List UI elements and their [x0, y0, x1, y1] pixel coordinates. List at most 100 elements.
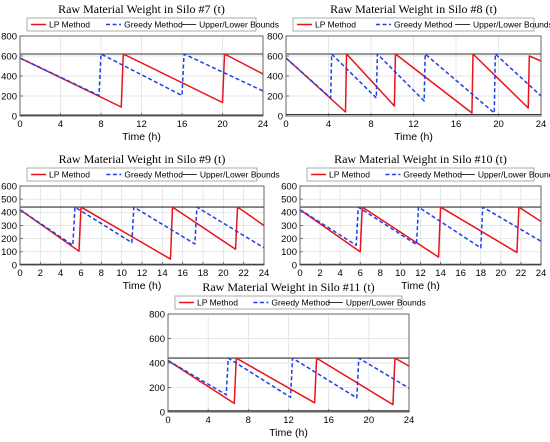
y-tick-label: 600 [1, 51, 17, 62]
x-tick-label: 12 [283, 415, 294, 426]
x-tick-label: 0 [165, 415, 170, 426]
chart-title: Raw Material Weight in Silo #9 (t) [59, 152, 226, 166]
x-tick-label: 0 [283, 119, 288, 130]
greedy-method-line [168, 357, 409, 399]
legend-label: LP Method [329, 170, 370, 180]
lp-method-line [20, 206, 264, 260]
y-tick-label: 500 [1, 194, 17, 205]
legend-box [26, 167, 258, 182]
y-tick-label: 600 [281, 181, 297, 192]
y-tick-label: 800 [267, 31, 283, 42]
x-tick-label: 14 [435, 268, 446, 279]
x-tick-label: 18 [475, 268, 486, 279]
legend-label: Greedy Method [271, 298, 330, 308]
chart-panel: 0 2 4 6 8 10 12 14 16 18 20 22 240100200300400500600… [1, 152, 280, 292]
legend-label: LP Method [315, 20, 356, 30]
x-axis-label: Time (h) [394, 131, 433, 143]
lp-method-line [20, 53, 263, 108]
legend-label: Upper/Lower Bounds [200, 170, 280, 180]
legend-label: LP Method [197, 298, 238, 308]
x-tick-label: 4 [338, 268, 343, 279]
x-tick-label: 14 [157, 268, 168, 279]
y-tick-label: 800 [1, 31, 17, 42]
legend-label: Greedy Method [403, 170, 462, 180]
x-tick-label: 2 [38, 268, 43, 279]
y-tick-label: 0 [292, 260, 297, 271]
lp-method-line [286, 53, 541, 114]
legend-label: Greedy Method [124, 170, 183, 180]
legend-box [174, 295, 403, 310]
y-tick-label: 400 [267, 71, 283, 82]
x-tick-label: 8 [98, 119, 103, 130]
x-tick-label: 20 [493, 119, 504, 130]
x-tick-label: 24 [536, 119, 547, 130]
chart-panel: 0 2 4 6 8 10 12 14 16 18 20 22 240100200300400500600… [281, 152, 550, 292]
x-tick-label: 22 [238, 268, 249, 279]
legend: LP Method Greedy Method Upper/Lower Bounds [292, 17, 550, 32]
x-tick-label: 12 [136, 119, 147, 130]
x-tick-label: 12 [408, 119, 419, 130]
y-tick-label: 200 [281, 234, 297, 245]
y-tick-label: 400 [281, 208, 297, 219]
x-tick-label: 0 [17, 268, 22, 279]
legend-box [292, 17, 535, 32]
x-tick-label: 24 [259, 268, 270, 279]
x-tick-label: 2 [317, 268, 322, 279]
x-tick-label: 0 [297, 268, 302, 279]
y-tick-label: 200 [1, 91, 17, 102]
x-tick-label: 20 [496, 268, 507, 279]
lp-method-line [300, 206, 541, 258]
x-tick-label: 6 [78, 268, 83, 279]
chart-title: Raw Material Weight in Silo #8 (t) [330, 2, 497, 16]
legend-box [26, 17, 257, 32]
x-tick-label: 8 [246, 415, 251, 426]
y-tick-label: 100 [1, 247, 17, 258]
y-tick-label: 600 [149, 334, 165, 345]
x-tick-label: 16 [455, 268, 466, 279]
x-axis-label: Time (h) [269, 427, 308, 439]
greedy-method-line [300, 206, 541, 249]
legend-label: Upper/Lower Bounds [478, 170, 550, 180]
chart-title: Raw Material Weight in Silo #7 (t) [58, 2, 225, 16]
chart-title: Raw Material Weight in Silo #11 (t) [202, 280, 374, 294]
legend: LP Method Greedy Method Upper/Lower Bounds [306, 167, 550, 182]
x-tick-label: 16 [323, 415, 334, 426]
greedy-method-line [286, 53, 541, 114]
legend-label: Upper/Lower Bounds [473, 20, 550, 30]
x-tick-label: 12 [137, 268, 148, 279]
x-tick-label: 8 [368, 119, 373, 130]
y-tick-label: 400 [1, 71, 17, 82]
legend-box [306, 167, 535, 182]
legend-label: Upper/Lower Bounds [199, 20, 279, 30]
x-tick-label: 4 [58, 268, 63, 279]
x-tick-label: 0 [17, 119, 22, 130]
x-tick-label: 10 [116, 268, 127, 279]
x-axis-label: Time (h) [123, 280, 162, 292]
x-tick-label: 18 [198, 268, 209, 279]
x-tick-label: 16 [177, 268, 188, 279]
legend-label: Upper/Lower Bounds [346, 298, 426, 308]
greedy-method-line [20, 206, 264, 249]
y-tick-label: 200 [149, 383, 165, 394]
x-tick-label: 24 [536, 268, 547, 279]
y-tick-label: 0 [160, 407, 165, 418]
y-tick-label: 600 [1, 181, 17, 192]
legend: LP Method Greedy Method Upper/Lower Bounds [26, 167, 280, 182]
y-tick-label: 0 [12, 260, 17, 271]
x-tick-label: 22 [516, 268, 527, 279]
y-tick-label: 200 [267, 91, 283, 102]
y-tick-label: 500 [281, 194, 297, 205]
x-tick-label: 4 [206, 415, 211, 426]
legend-label: LP Method [49, 20, 90, 30]
y-tick-label: 800 [149, 309, 165, 320]
x-tick-label: 20 [218, 268, 229, 279]
chart-panel: 0 4 8 12 16 20 24 0 200 400 600 800 Raw Material Wei… [1, 2, 279, 143]
chart-panel: 0 4 8 12 16 20 24 0 200 400 600 800 Raw Material Wei… [149, 280, 426, 439]
x-tick-label: 20 [364, 415, 375, 426]
y-tick-label: 0 [12, 111, 17, 122]
chart-title: Raw Material Weight in Silo #10 (t) [334, 152, 507, 166]
x-tick-label: 4 [58, 119, 63, 130]
x-tick-label: 16 [177, 119, 188, 130]
y-tick-label: 600 [267, 51, 283, 62]
y-tick-label: 200 [1, 234, 17, 245]
